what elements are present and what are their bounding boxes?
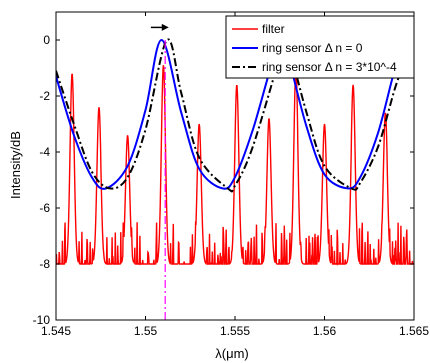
- legend-label-2: ring sensor Δ n = 3*10^-4: [262, 60, 397, 74]
- shift-arrow-head: [161, 23, 169, 31]
- y-axis-label: Intensity/dB: [8, 131, 23, 199]
- plot-area: [56, 23, 414, 320]
- x-tick-label: 1.55: [134, 324, 158, 338]
- legend-label-1: ring sensor Δ n = 0: [262, 41, 363, 55]
- y-tick-label: -4: [39, 145, 50, 159]
- x-axis-label: λ(μm): [215, 346, 248, 361]
- y-tick-label: -2: [39, 89, 50, 103]
- y-tick-label: -6: [39, 201, 50, 215]
- legend: filter ring sensor Δ n = 0 ring sensor Δ n…: [225, 15, 415, 79]
- y-tick-label: -10: [33, 313, 51, 327]
- x-tick-label: 1.555: [220, 324, 250, 338]
- y-tick-label: -8: [39, 257, 50, 271]
- series-line-ring-dn0: [56, 35, 410, 190]
- x-tick-label: 1.545: [41, 324, 71, 338]
- series-group: [56, 23, 414, 320]
- x-tick-label: 1.56: [313, 324, 337, 338]
- series-line-ring-dn3e-4: [56, 30, 414, 193]
- series-line-filter: [56, 65, 414, 266]
- y-tick-label: 0: [43, 33, 50, 47]
- ticks: 1.545 1.55 1.555 1.56 1.565 0 -2 -4 -6 -8 -10: [33, 12, 429, 338]
- x-tick-label: 1.565: [399, 324, 429, 338]
- legend-label-0: filter: [262, 22, 285, 36]
